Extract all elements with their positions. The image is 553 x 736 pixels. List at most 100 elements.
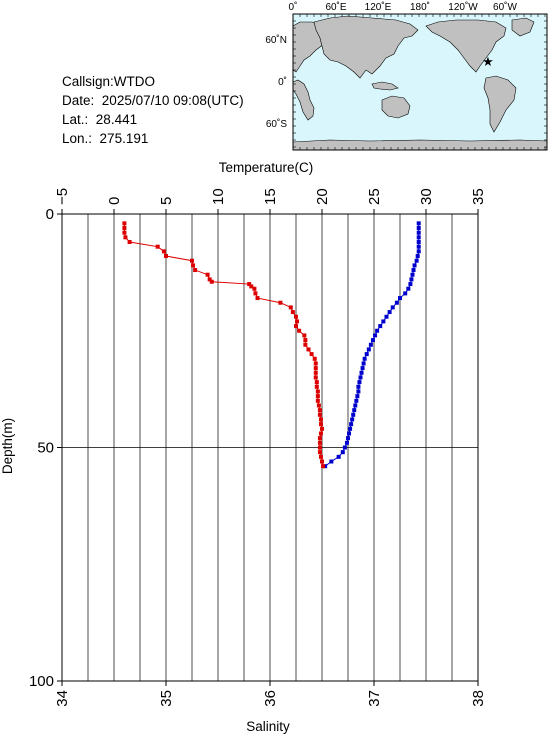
lat-label: Lat.: bbox=[62, 112, 89, 127]
data-point bbox=[416, 226, 421, 231]
data-point bbox=[403, 291, 408, 296]
world-map: 0˚ 60˚E 120˚E 180˚ 120˚W 60˚W 60˚N 0˚ 60… bbox=[265, 1, 548, 151]
data-point bbox=[347, 431, 352, 436]
lat-row: Lat.: 28.441 bbox=[62, 110, 244, 129]
data-point bbox=[302, 333, 307, 338]
data-point bbox=[416, 240, 421, 245]
salinity-tick-label: 34 bbox=[54, 690, 71, 707]
data-point bbox=[381, 319, 386, 324]
salinity-tick-labels: 34 35 36 37 38 bbox=[54, 681, 487, 707]
land-greenland bbox=[511, 17, 535, 37]
data-point bbox=[323, 464, 328, 469]
data-point bbox=[313, 370, 318, 375]
data-point bbox=[317, 412, 322, 417]
data-point bbox=[416, 249, 421, 254]
data-point bbox=[155, 244, 160, 249]
data-point bbox=[161, 249, 166, 254]
data-point bbox=[416, 221, 421, 226]
data-point bbox=[294, 324, 298, 329]
map-lon-label: 60˚W bbox=[493, 1, 517, 13]
depth-tick-label: 100 bbox=[29, 673, 54, 690]
date-row: Date: 2025/07/10 09:08(UTC) bbox=[62, 91, 244, 110]
data-point bbox=[306, 347, 311, 352]
data-point bbox=[416, 235, 421, 240]
map-lon-label: 180˚ bbox=[410, 1, 430, 13]
lon-row: Lon.: 275.191 bbox=[62, 129, 244, 148]
data-point bbox=[209, 279, 214, 284]
land-asia bbox=[313, 15, 419, 79]
data-point bbox=[249, 284, 254, 289]
temperature-tick-label: 25 bbox=[366, 188, 383, 205]
lon-label: Lon.: bbox=[62, 131, 93, 146]
land-south-america bbox=[483, 75, 517, 133]
temperature-tick-label: 0 bbox=[106, 197, 123, 205]
depth-axis-label: Depth(m) bbox=[0, 418, 15, 474]
depth-tick-label: 0 bbox=[46, 206, 54, 223]
temperature-tick-label: 5 bbox=[158, 197, 175, 205]
data-point bbox=[356, 384, 361, 389]
data-point bbox=[313, 366, 318, 371]
data-point bbox=[342, 445, 347, 450]
data-point bbox=[348, 426, 353, 431]
data-point bbox=[416, 230, 421, 235]
temperature-tick-label: 20 bbox=[314, 188, 331, 205]
temperature-tick-labels: −5 0 5 10 15 20 25 30 35 bbox=[54, 188, 487, 214]
map-lat-label: 0˚ bbox=[278, 76, 287, 88]
data-point bbox=[205, 272, 210, 277]
data-point bbox=[253, 291, 258, 296]
map-lat-label: 60˚S bbox=[266, 118, 287, 130]
data-point bbox=[411, 268, 416, 273]
data-point bbox=[313, 375, 318, 380]
data-point bbox=[387, 310, 392, 315]
data-point bbox=[349, 422, 354, 427]
data-point bbox=[317, 450, 322, 455]
data-point bbox=[375, 328, 380, 333]
data-point bbox=[317, 436, 322, 441]
callsign-label: Callsign: bbox=[62, 74, 114, 89]
data-point bbox=[353, 403, 358, 408]
series-line bbox=[123, 223, 324, 467]
data-point bbox=[303, 338, 308, 343]
data-point bbox=[122, 221, 127, 226]
data-point bbox=[354, 398, 359, 403]
data-point bbox=[315, 389, 320, 394]
data-point bbox=[309, 352, 314, 357]
data-point bbox=[123, 235, 128, 240]
data-point bbox=[356, 389, 361, 394]
map-lat-label: 60˚N bbox=[265, 34, 287, 46]
lon-value: 275.191 bbox=[99, 131, 149, 146]
data-point bbox=[378, 324, 383, 329]
data-point bbox=[193, 268, 198, 273]
map-ticks bbox=[292, 13, 547, 150]
depth-tick-label: 50 bbox=[37, 440, 54, 457]
land-australia bbox=[381, 95, 411, 119]
data-point bbox=[364, 352, 369, 357]
data-point bbox=[207, 277, 212, 282]
data-point bbox=[290, 310, 295, 315]
lat-value: 28.441 bbox=[95, 112, 138, 127]
data-point bbox=[350, 417, 355, 422]
map-frame bbox=[292, 13, 548, 151]
data-point bbox=[190, 258, 194, 263]
date-value: 2025/07/10 09:08(UTC) bbox=[101, 93, 244, 108]
map-lon-label: 120˚W bbox=[448, 1, 478, 13]
data-point bbox=[373, 333, 378, 338]
data-point bbox=[320, 459, 324, 464]
station-info: Callsign:WTDO Date: 2025/07/10 09:08(UTC… bbox=[62, 72, 244, 148]
map-lon-label: 60˚E bbox=[325, 1, 346, 13]
data-point bbox=[255, 296, 260, 301]
data-point bbox=[294, 314, 298, 319]
data-point bbox=[247, 282, 252, 287]
data-point bbox=[321, 464, 326, 469]
data-point bbox=[191, 263, 196, 268]
callsign-value: WTDO bbox=[113, 74, 156, 89]
data-point bbox=[329, 459, 334, 464]
data-point bbox=[352, 408, 357, 413]
data-point bbox=[314, 380, 319, 385]
land-north-america bbox=[425, 19, 507, 73]
callsign-row: Callsign:WTDO bbox=[62, 72, 244, 91]
data-point bbox=[303, 342, 308, 347]
data-point bbox=[355, 394, 360, 399]
data-point bbox=[358, 375, 363, 380]
